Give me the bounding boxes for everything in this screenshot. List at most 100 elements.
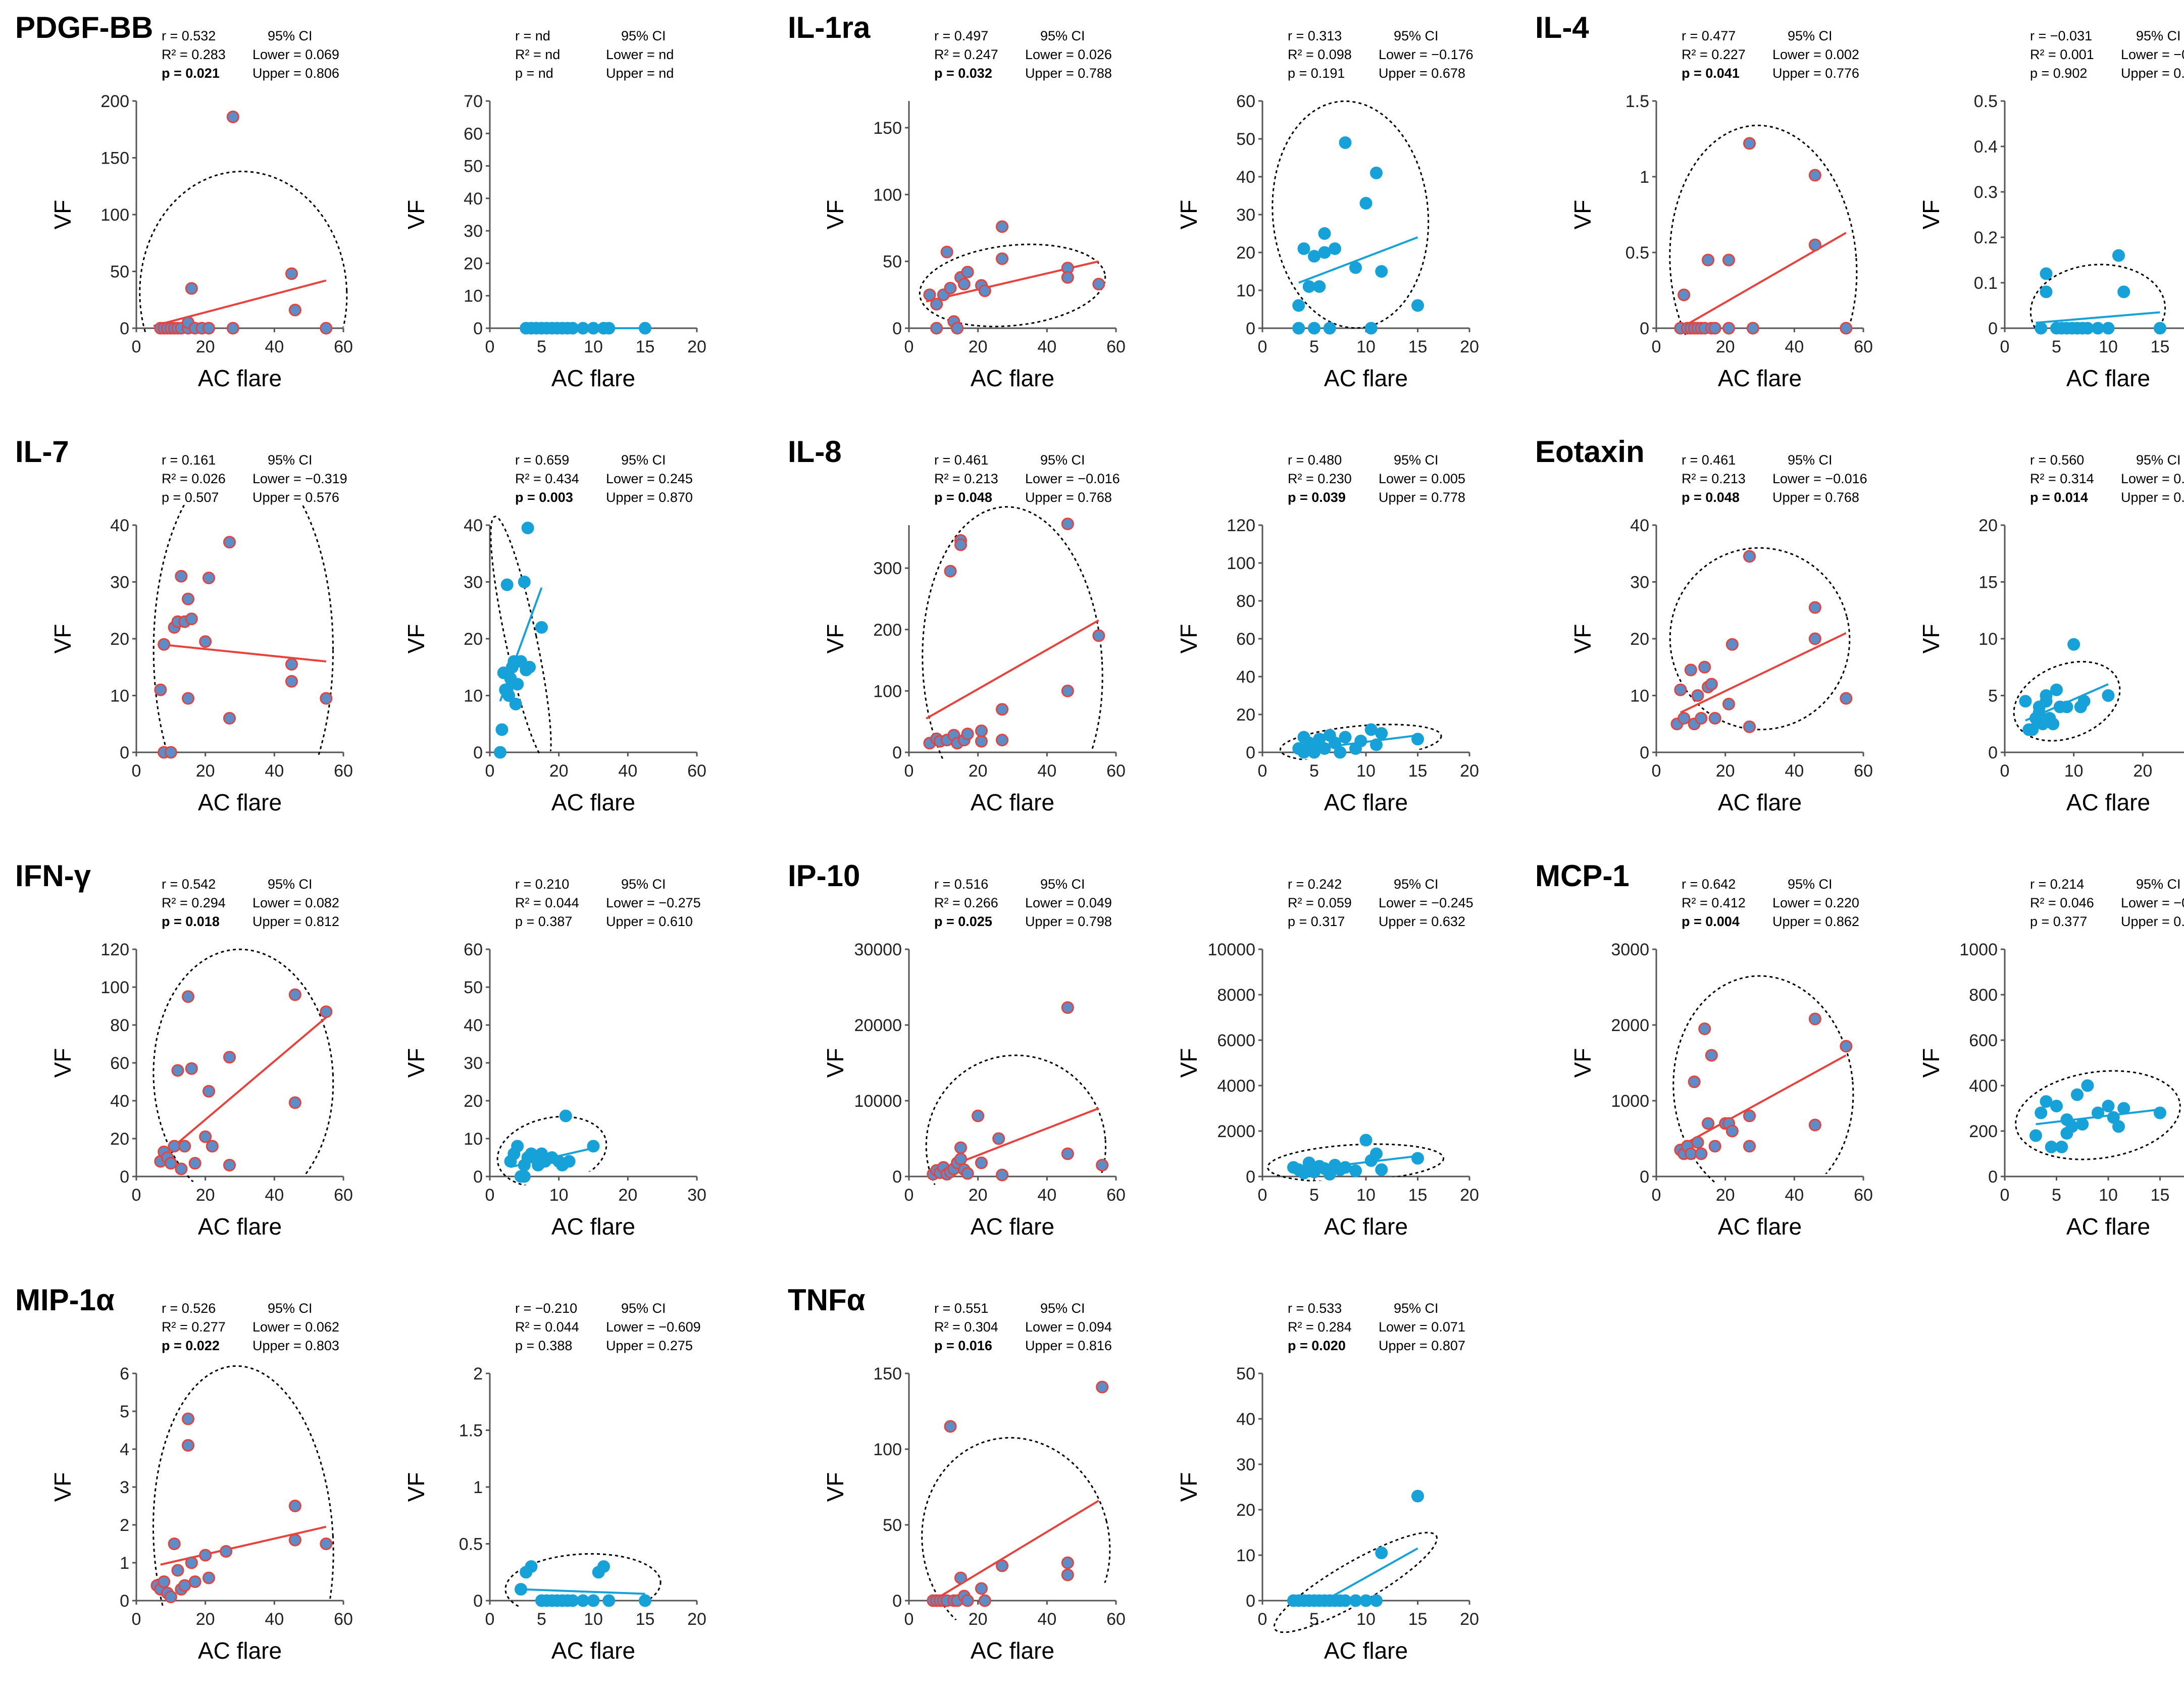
stat-ci-upper: Upper = 0.788 [1025,66,1112,81]
data-point [2040,267,2053,280]
data-point [954,1141,967,1154]
x-tick-label: 20 [196,1186,215,1205]
y-tick-label: 50 [464,157,483,176]
data-point [1375,1163,1388,1176]
y-tick-label: 0 [1988,319,1998,338]
stat-ci-header: 95% CI [1394,452,1439,468]
x-tick-label: 0 [1652,1186,1661,1205]
stat-r2: R² = 0.247 [934,47,998,62]
confidence-ellipse [925,1054,1107,1192]
x-axis-label: AC flare [198,365,282,391]
stat-p: p = 0.032 [934,66,992,81]
stat-ci-header: 95% CI [1788,877,1833,892]
chart-panel-il-1ra: IL-1ra r = 0.497 R² = 0.247 p = 0.032 95% CI… [788,11,1126,391]
y-tick-label: 40 [110,1092,129,1111]
data-point [1708,712,1721,725]
y-axis-label: VF [1918,624,1944,654]
stat-r: r = 0.551 [934,1301,988,1316]
x-axis-label: AC flare [551,1637,635,1664]
stat-r2: R² = 0.059 [1288,895,1352,910]
data-point [1411,1490,1424,1503]
stat-r: r = 0.161 [162,452,216,468]
data-point [202,1085,215,1098]
stat-r2: R² = 0.026 [162,471,226,486]
x-tick-label: 20 [1716,1186,1735,1205]
trend-line [1680,232,1847,329]
panel-title: IL-1ra [788,11,871,44]
x-tick-label: 20 [2133,761,2152,781]
data-point [954,538,967,551]
y-tick-label: 100 [1227,554,1255,573]
data-point [1743,1109,1756,1122]
y-tick-label: 80 [1236,592,1255,611]
stat-ci-upper: Upper = 0.430 [2121,66,2184,81]
data-point [1364,723,1378,736]
data-point [1370,1147,1383,1160]
y-tick-label: 0 [120,319,129,338]
data-point [2102,689,2115,702]
data-point [320,1538,333,1550]
stat-p: p = 0.016 [934,1338,992,1353]
data-point [1308,250,1320,263]
x-tick-label: 40 [1037,761,1056,781]
stat-ci-upper: Upper = 0.806 [252,66,339,81]
y-tick-label: 30 [464,222,483,241]
x-tick-label: 40 [1785,761,1804,781]
data-point [597,1560,610,1573]
y-tick-label: 5 [1988,687,1998,706]
y-axis-label: VF [49,1472,76,1502]
data-point [577,1594,589,1607]
data-point [288,1096,301,1109]
stat-ci-header: 95% CI [1394,1301,1439,1316]
y-tick-label: 10 [1978,630,1998,649]
data-point [2065,1120,2078,1133]
data-point [1808,1012,1821,1026]
x-tick-label: 0 [1258,337,1267,356]
x-axis-label: AC flare [2066,1213,2150,1240]
data-point [206,1140,219,1153]
x-axis-label: AC flare [551,1213,635,1240]
data-point [2092,322,2104,335]
y-tick-label: 30 [464,1054,483,1073]
x-tick-label: 20 [1716,761,1735,781]
x-tick-label: 15 [1408,337,1428,356]
y-tick-label: 20 [1236,243,1255,263]
y-tick-label: 30 [464,573,483,592]
data-point [1308,322,1320,335]
x-tick-label: 0 [2000,337,2010,356]
stat-r: r = 0.642 [1682,877,1736,892]
x-tick-label: 40 [265,337,284,356]
stat-r: r = 0.560 [2030,452,2084,468]
data-point [1370,1594,1383,1607]
data-point [2055,1141,2068,1153]
x-tick-label: 60 [1854,761,1873,781]
stat-r: r = 0.532 [162,28,216,43]
y-tick-label: 0 [892,319,902,338]
stat-r: r = 0.533 [1288,1301,1342,1316]
stat-p: p = 0.388 [515,1338,572,1353]
data-point [1808,169,1821,182]
y-tick-label: 0 [473,1592,483,1611]
chart-panel-mcp-1: MCP-1 r = 0.642 R² = 0.412 p = 0.004 95% CI L… [1535,859,1873,1240]
x-tick-label: 0 [132,1186,141,1205]
stat-r: r = 0.480 [1288,452,1342,468]
y-tick-label: 20000 [854,1016,902,1035]
x-tick-label: 0 [1258,1610,1267,1629]
trend-line [932,1500,1099,1602]
stat-ci-header: 95% CI [1788,28,1833,43]
data-point [957,278,971,291]
confidence-ellipse [919,243,1106,328]
stat-ci-header: 95% CI [2136,28,2181,43]
x-tick-label: 0 [904,1610,914,1629]
stat-ci-header: 95% CI [621,877,666,892]
data-point [511,1140,524,1153]
chart-panel-control-19: r = −0.210 R² = 0.044 p = 0.388 95% CI Lower… [403,1301,706,1664]
data-point [320,1005,333,1018]
stat-r: r = 0.210 [515,877,569,892]
y-tick-label: 10000 [854,1092,902,1111]
stat-r: r = 0.542 [162,877,216,892]
data-point [930,322,943,335]
x-tick-label: 0 [904,1186,914,1205]
panel-title: IFN-γ [15,859,91,893]
x-axis-label: AC flare [198,1213,282,1240]
